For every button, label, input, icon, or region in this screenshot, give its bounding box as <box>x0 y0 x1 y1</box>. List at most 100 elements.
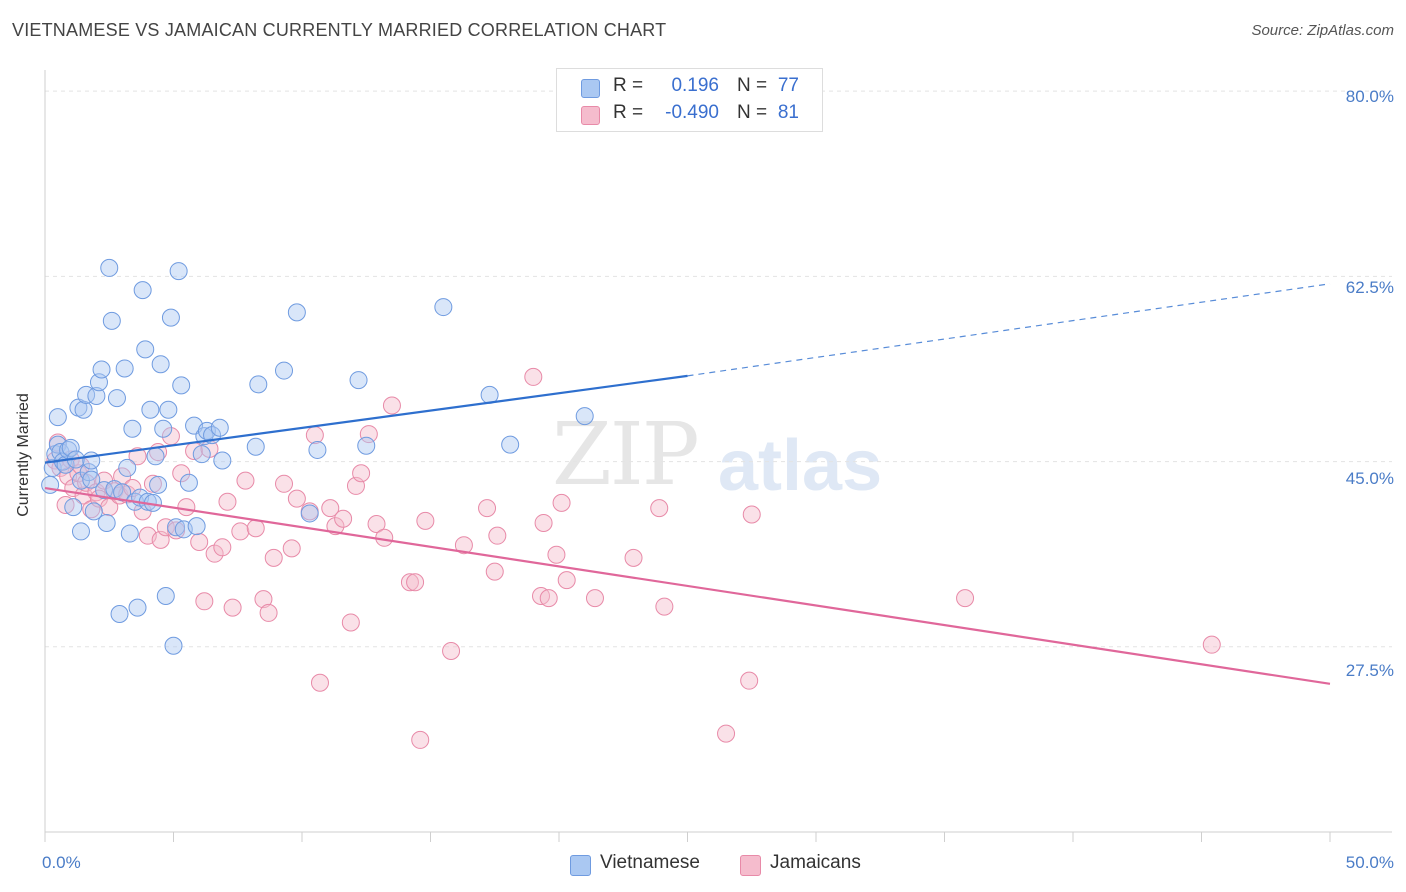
vietnamese-trend-line <box>44 374 688 464</box>
jamaicans-point <box>310 673 329 692</box>
vietnamese-point <box>146 447 165 466</box>
y-axis-label: Currently Married <box>15 393 32 517</box>
jamaicans-point <box>539 589 558 608</box>
legend-n-value: 77 <box>777 75 799 96</box>
jamaicans-point <box>123 479 142 498</box>
vietnamese-point <box>349 371 368 390</box>
vietnamese-point <box>246 437 265 456</box>
vietnamese-point <box>87 386 106 405</box>
watermark-zip: ZIP <box>552 405 700 505</box>
jamaicans-point <box>1202 635 1221 654</box>
chart-source: Source: ZipAtlas.com <box>1251 22 1394 39</box>
jamaicans-point <box>246 519 265 538</box>
vietnamese-point <box>61 438 80 457</box>
vietnamese-point <box>187 517 206 536</box>
jamaicans-point <box>717 724 736 743</box>
x-tick-label: 0.0% <box>42 853 81 872</box>
jamaicans-point <box>177 498 196 517</box>
jamaicans-point <box>231 522 250 541</box>
vietnamese-point <box>128 598 147 617</box>
jamaicans-point <box>655 597 674 616</box>
jamaicans-point <box>156 518 175 537</box>
vietnamese-point <box>136 340 155 359</box>
jamaicans-point <box>205 544 224 563</box>
jamaicans-point <box>416 511 435 530</box>
y-tick-label: 80.0% <box>1345 87 1394 106</box>
legend-row-vietnamese: R = 0.196 N = 77 <box>557 73 822 101</box>
y-tick-label: 45.0% <box>1345 469 1394 488</box>
vietnamese-point <box>167 518 186 537</box>
vietnamese-point <box>133 281 152 300</box>
legend-swatch-vietnamese <box>581 79 600 98</box>
legend-r-label: R = <box>613 75 644 96</box>
vietnamese-point <box>141 400 160 419</box>
vietnamese-point <box>97 513 116 532</box>
jamaicans-point <box>334 509 353 528</box>
vietnamese-trend-extension <box>687 283 1331 377</box>
jamaicans-point <box>213 538 232 557</box>
jamaicans-point <box>524 367 543 386</box>
vietnamese-point <box>118 458 137 477</box>
jamaicans-point <box>585 589 604 608</box>
vietnamese-point <box>434 298 453 317</box>
stats-legend: R = 0.196 N = 77 R = -0.490 N = 81 <box>556 68 823 132</box>
vietnamese-point <box>192 445 211 464</box>
jamaicans-point <box>352 464 371 483</box>
vietnamese-point <box>164 636 183 655</box>
vietnamese-point <box>249 375 268 394</box>
vietnamese-point <box>149 475 168 494</box>
legend-n-label: N = <box>737 75 768 96</box>
vietnamese-point <box>102 311 121 330</box>
jamaicans-point <box>411 730 430 749</box>
jamaicans-point <box>143 474 162 493</box>
jamaicans-point <box>742 505 761 524</box>
jamaicans-point <box>552 493 571 512</box>
jamaicans-point <box>624 548 643 567</box>
jamaicans-point <box>321 499 340 518</box>
jamaicans-point <box>485 562 504 581</box>
jamaicans-point <box>190 533 209 552</box>
legend-swatch-jamaicans <box>740 855 761 876</box>
vietnamese-point <box>123 419 142 438</box>
jamaicans-point <box>259 603 278 622</box>
jamaicans-trend-line <box>44 486 1331 685</box>
jamaicans-point <box>128 447 147 466</box>
jamaicans-point <box>282 539 301 558</box>
jamaicans-point <box>442 642 461 661</box>
vietnamese-point <box>79 463 98 482</box>
jamaicans-point <box>547 545 566 564</box>
jamaicans-point <box>254 590 273 609</box>
legend-label-jamaicans: Jamaicans <box>770 852 861 873</box>
vietnamese-point <box>92 360 111 379</box>
jamaicans-point <box>275 474 294 493</box>
vietnamese-point <box>308 440 327 459</box>
vietnamese-point <box>287 303 306 322</box>
jamaicans-point <box>534 513 553 532</box>
jamaicans-point <box>326 517 345 536</box>
vietnamese-point <box>179 473 198 492</box>
vietnamese-point <box>82 470 101 489</box>
y-tick-label: 62.5% <box>1345 278 1394 297</box>
vietnamese-point <box>210 418 229 437</box>
y-tick-label: 27.5% <box>1345 661 1394 680</box>
jamaicans-point <box>82 500 101 519</box>
chart-title: VIETNAMESE VS JAMAICAN CURRENTLY MARRIED… <box>12 20 667 40</box>
legend-swatch-vietnamese <box>570 855 591 876</box>
jamaicans-point <box>359 425 378 444</box>
jamaicans-point <box>478 499 497 518</box>
vietnamese-point <box>48 408 67 427</box>
jamaicans-point <box>557 571 576 590</box>
jamaicans-point <box>305 426 324 445</box>
legend-r-label: R = <box>613 102 644 123</box>
vietnamese-point <box>300 504 319 523</box>
jamaicans-point <box>740 671 759 690</box>
jamaicans-point <box>488 526 507 545</box>
vietnamese-point <box>575 407 594 426</box>
jamaicans-point <box>956 589 975 608</box>
legend-r-value: 0.196 <box>671 75 719 96</box>
vietnamese-point <box>156 586 175 605</box>
vietnamese-point <box>169 262 188 281</box>
vietnamese-point <box>151 355 170 374</box>
vietnamese-point <box>107 389 126 408</box>
jamaicans-point <box>454 536 473 555</box>
